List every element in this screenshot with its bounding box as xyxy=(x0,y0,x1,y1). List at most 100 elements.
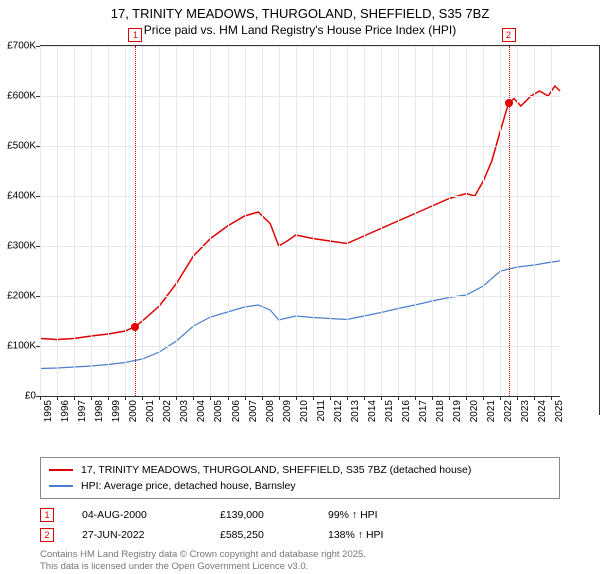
gridline-v xyxy=(262,46,263,396)
x-tick xyxy=(296,396,297,400)
x-axis-label: 2007 xyxy=(248,400,259,422)
attribution-line2: This data is licensed under the Open Gov… xyxy=(40,561,560,573)
y-axis-label: £500K xyxy=(7,141,36,152)
gridline-v xyxy=(534,46,535,396)
gridline-v xyxy=(449,46,450,396)
marker-price: £139,000 xyxy=(220,509,300,521)
marker-table: 104-AUG-2000£139,00099% ↑ HPI227-JUN-202… xyxy=(40,505,560,545)
line-series-svg xyxy=(40,46,560,396)
legend-row: HPI: Average price, detached house, Barn… xyxy=(49,478,551,494)
marker-date: 04-AUG-2000 xyxy=(82,509,192,521)
gridline-v xyxy=(279,46,280,396)
x-tick xyxy=(432,396,433,400)
gridline-v xyxy=(176,46,177,396)
x-axis-label: 2009 xyxy=(282,400,293,422)
marker-pct: 99% ↑ HPI xyxy=(328,509,418,521)
x-tick xyxy=(415,396,416,400)
x-axis-label: 2020 xyxy=(469,400,480,422)
chart-title: 17, TRINITY MEADOWS, THURGOLAND, SHEFFIE… xyxy=(0,6,600,21)
x-axis-label: 1997 xyxy=(77,400,88,422)
y-axis-label: £300K xyxy=(7,241,36,252)
y-axis-label: £400K xyxy=(7,191,36,202)
x-axis-label: 1999 xyxy=(111,400,122,422)
marker-box: 2 xyxy=(502,28,516,42)
gridline-v xyxy=(108,46,109,396)
legend-label: 17, TRINITY MEADOWS, THURGOLAND, SHEFFIE… xyxy=(81,464,471,476)
x-tick xyxy=(74,396,75,400)
legend-swatch xyxy=(49,485,73,487)
y-axis-label: £100K xyxy=(7,341,36,352)
x-tick xyxy=(381,396,382,400)
gridline-v xyxy=(466,46,467,396)
x-axis-label: 2001 xyxy=(145,400,156,422)
gridline-v xyxy=(415,46,416,396)
x-tick xyxy=(398,396,399,400)
gridline-v xyxy=(142,46,143,396)
legend-swatch xyxy=(49,469,73,471)
gridline-v xyxy=(228,46,229,396)
x-axis-label: 2019 xyxy=(452,400,463,422)
gridline-h xyxy=(40,46,560,47)
x-axis-label: 2018 xyxy=(435,400,446,422)
gridline-h xyxy=(40,246,560,247)
gridline-h xyxy=(40,196,560,197)
marker-pct: 138% ↑ HPI xyxy=(328,529,418,541)
x-axis-label: 2016 xyxy=(401,400,412,422)
marker-price: £585,250 xyxy=(220,529,300,541)
x-tick xyxy=(330,396,331,400)
x-axis xyxy=(40,396,560,397)
gridline-v xyxy=(91,46,92,396)
x-tick xyxy=(91,396,92,400)
marker-box: 1 xyxy=(128,28,142,42)
x-tick xyxy=(40,396,41,400)
gridline-v xyxy=(432,46,433,396)
gridline-v xyxy=(296,46,297,396)
x-tick xyxy=(551,396,552,400)
gridline-v xyxy=(193,46,194,396)
x-axis-label: 2006 xyxy=(231,400,242,422)
figure-container: 17, TRINITY MEADOWS, THURGOLAND, SHEFFIE… xyxy=(0,0,600,560)
gridline-h xyxy=(40,96,560,97)
gridline-v xyxy=(347,46,348,396)
marker-dot xyxy=(505,99,513,107)
x-tick xyxy=(500,396,501,400)
gridline-v xyxy=(500,46,501,396)
x-tick xyxy=(449,396,450,400)
x-axis-label: 2011 xyxy=(316,400,327,422)
x-axis-label: 2021 xyxy=(486,400,497,422)
gridline-v xyxy=(330,46,331,396)
marker-table-row: 227-JUN-2022£585,250138% ↑ HPI xyxy=(40,525,560,545)
x-tick xyxy=(517,396,518,400)
x-tick xyxy=(262,396,263,400)
legend-label: HPI: Average price, detached house, Barn… xyxy=(81,480,296,492)
series-line xyxy=(40,261,560,369)
x-axis-label: 1995 xyxy=(43,400,54,422)
x-tick xyxy=(176,396,177,400)
gridline-v xyxy=(313,46,314,396)
x-axis-label: 2004 xyxy=(196,400,207,422)
chart-area: £0£100K£200K£300K£400K£500K£600K£700K199… xyxy=(40,45,600,415)
plot-region: £0£100K£200K£300K£400K£500K£600K£700K199… xyxy=(40,46,560,396)
x-axis-label: 2003 xyxy=(179,400,190,422)
gridline-v xyxy=(398,46,399,396)
marker-table-box: 1 xyxy=(40,508,54,522)
x-tick xyxy=(57,396,58,400)
x-axis-label: 2015 xyxy=(384,400,395,422)
gridline-v xyxy=(40,46,41,396)
legend-box: 17, TRINITY MEADOWS, THURGOLAND, SHEFFIE… xyxy=(40,457,560,499)
x-tick xyxy=(228,396,229,400)
gridline-v xyxy=(364,46,365,396)
x-axis-label: 2010 xyxy=(299,400,310,422)
x-axis-label: 2024 xyxy=(537,400,548,422)
x-tick xyxy=(313,396,314,400)
gridline-v xyxy=(210,46,211,396)
gridline-v xyxy=(551,46,552,396)
marker-date: 27-JUN-2022 xyxy=(82,529,192,541)
x-tick xyxy=(245,396,246,400)
x-axis-label: 2012 xyxy=(333,400,344,422)
x-tick xyxy=(534,396,535,400)
x-tick xyxy=(159,396,160,400)
x-tick xyxy=(347,396,348,400)
y-axis-label: £700K xyxy=(7,41,36,52)
y-axis-label: £200K xyxy=(7,291,36,302)
